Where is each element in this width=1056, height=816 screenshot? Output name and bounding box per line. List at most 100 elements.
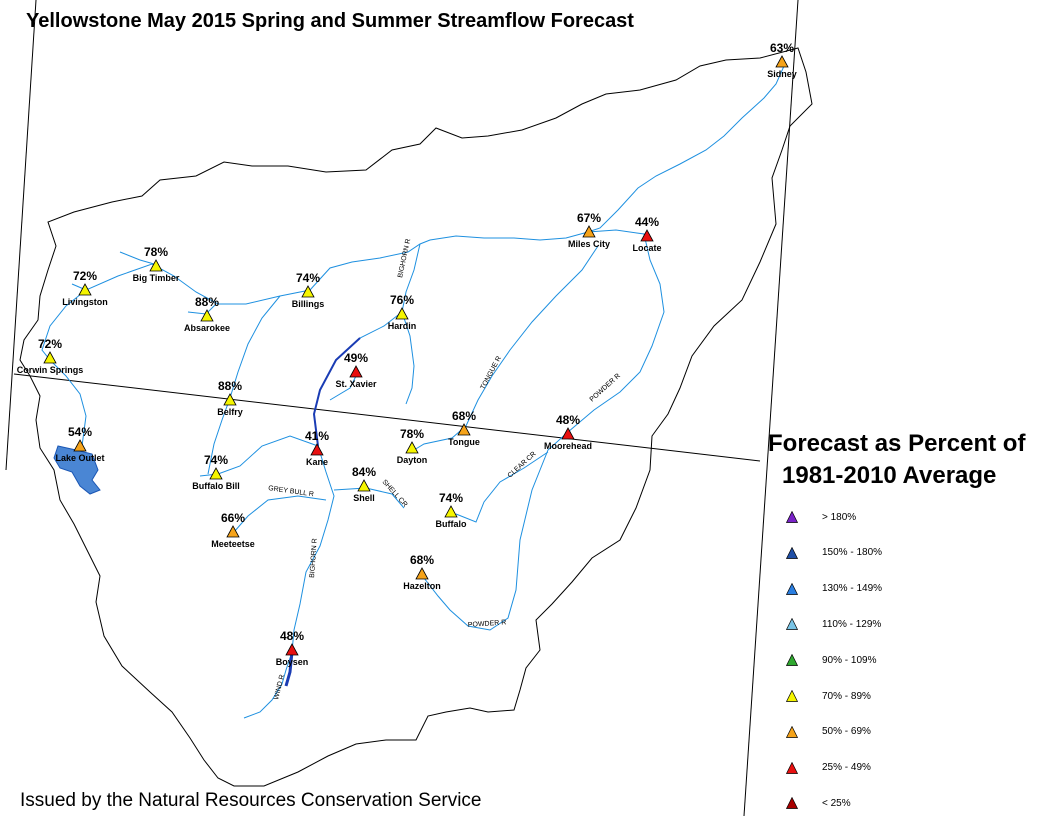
station: 72% Livingston xyxy=(62,269,108,307)
stations-layer: 63% Sidney 67% Miles City 44% Locate 78% Big Ti… xyxy=(17,41,797,667)
station-name: Livingston xyxy=(62,297,108,307)
station-percent: 48% xyxy=(556,413,580,427)
tongue-river xyxy=(413,245,599,451)
station-triangle-icon xyxy=(209,467,223,480)
station-name: Billings xyxy=(292,299,325,309)
legend-triangle-icon xyxy=(786,582,798,595)
station-triangle-icon xyxy=(775,55,789,68)
legend-item: 150% - 180% xyxy=(786,545,882,561)
station-triangle-icon xyxy=(73,439,87,452)
legend-triangle-icon xyxy=(786,511,798,523)
legend-item-label: 25% - 49% xyxy=(822,762,871,774)
station-triangle-icon xyxy=(78,283,92,296)
footer-credit: Issued by the Natural Resources Conserva… xyxy=(20,790,482,811)
station-percent: 68% xyxy=(410,553,434,567)
legend-item-label: 110% - 129% xyxy=(822,618,882,630)
station-name: Belfry xyxy=(217,407,243,417)
river xyxy=(401,311,415,405)
powder-river xyxy=(423,229,665,631)
station-percent: 68% xyxy=(452,409,476,423)
station-name: Sidney xyxy=(767,69,797,79)
station-name: Hazelton xyxy=(403,581,441,591)
station-percent: 74% xyxy=(296,271,320,285)
station: 72% Corwin Springs xyxy=(17,337,84,375)
state-border-line xyxy=(5,0,37,471)
river xyxy=(229,295,281,399)
legend-item: 90% - 109% xyxy=(786,652,876,668)
station-percent: 49% xyxy=(344,351,368,365)
legend-item-label: > 180% xyxy=(822,511,857,523)
station-name: Big Timber xyxy=(133,273,180,283)
station-percent: 88% xyxy=(195,295,219,309)
station-percent: 84% xyxy=(352,465,376,479)
station-percent: 67% xyxy=(577,211,601,225)
station-percent: 63% xyxy=(770,41,794,55)
station: 41% Kane xyxy=(305,429,329,467)
station-percent: 76% xyxy=(390,293,414,307)
legend-item: < 25% xyxy=(786,795,851,811)
river-network xyxy=(41,65,785,719)
station-triangle-icon xyxy=(415,567,429,580)
station-triangle-icon xyxy=(226,525,240,538)
legend-triangle-icon xyxy=(786,654,798,667)
station: 74% Buffalo Bill xyxy=(192,453,240,491)
legend-item: 70% - 89% xyxy=(786,688,871,704)
river-label: GREY BULL R xyxy=(268,485,314,498)
station-triangle-icon xyxy=(149,259,163,272)
river xyxy=(119,251,155,265)
station-percent: 44% xyxy=(635,215,659,229)
station: 88% Absarokee xyxy=(184,295,230,333)
station: 48% Moorehead xyxy=(544,413,592,451)
station-triangle-icon xyxy=(405,441,419,454)
station: 68% Hazelton xyxy=(403,553,441,591)
station-name: Meeteetse xyxy=(211,539,255,549)
station-triangle-icon xyxy=(357,479,371,492)
station-triangle-icon xyxy=(349,365,363,378)
legend-item-label: 70% - 89% xyxy=(822,690,871,702)
station-name: Buffalo xyxy=(436,519,467,529)
station-percent: 54% xyxy=(68,425,92,439)
river-label: TONGUE R xyxy=(480,355,503,391)
station-name: Corwin Springs xyxy=(17,365,84,375)
station-name: Miles City xyxy=(568,239,610,249)
station-triangle-icon xyxy=(200,309,214,322)
river-label: BIGHORN R xyxy=(397,238,412,278)
station: 68% Tongue xyxy=(448,409,480,447)
station: 74% Billings xyxy=(292,271,325,309)
legend-triangle-icon xyxy=(786,725,798,738)
legend-triangle-icon xyxy=(786,761,798,774)
station: 48% Boysen xyxy=(276,629,309,667)
station: 49% St. Xavier xyxy=(335,351,377,389)
map-title: Yellowstone May 2015 Spring and Summer S… xyxy=(26,10,634,32)
legend-item-label: < 25% xyxy=(822,797,851,809)
station-percent: 72% xyxy=(73,269,97,283)
legend-item: 130% - 149% xyxy=(786,581,882,597)
river-label: CLEAR CR xyxy=(507,451,538,480)
station-triangle-icon xyxy=(223,393,237,406)
station-percent: 88% xyxy=(218,379,242,393)
legend-item: 110% - 129% xyxy=(786,616,881,632)
legend-triangle-icon xyxy=(786,797,798,810)
station-triangle-icon xyxy=(285,643,299,656)
state-border-line xyxy=(743,0,799,816)
legend-title: Forecast as Percent of 1981-2010 Average xyxy=(768,428,1025,492)
station-percent: 78% xyxy=(144,245,168,259)
station-name: Buffalo Bill xyxy=(192,481,240,491)
station: 74% Buffalo xyxy=(436,491,467,529)
station-percent: 74% xyxy=(439,491,463,505)
state-border-line xyxy=(13,373,761,462)
shell-creek xyxy=(333,487,405,509)
river-label: POWDER R xyxy=(468,619,507,629)
station-percent: 41% xyxy=(305,429,329,443)
station-triangle-icon xyxy=(640,229,654,242)
station-percent: 66% xyxy=(221,511,245,525)
station-percent: 78% xyxy=(400,427,424,441)
station-name: Absarokee xyxy=(184,323,230,333)
legend-item: > 180% xyxy=(786,509,856,525)
station-name: Tongue xyxy=(448,437,480,447)
legend-triangle-icon xyxy=(786,690,798,702)
station-triangle-icon xyxy=(561,427,575,440)
station: 54% Lake Outlet xyxy=(55,425,104,463)
clear-creek xyxy=(455,451,549,523)
